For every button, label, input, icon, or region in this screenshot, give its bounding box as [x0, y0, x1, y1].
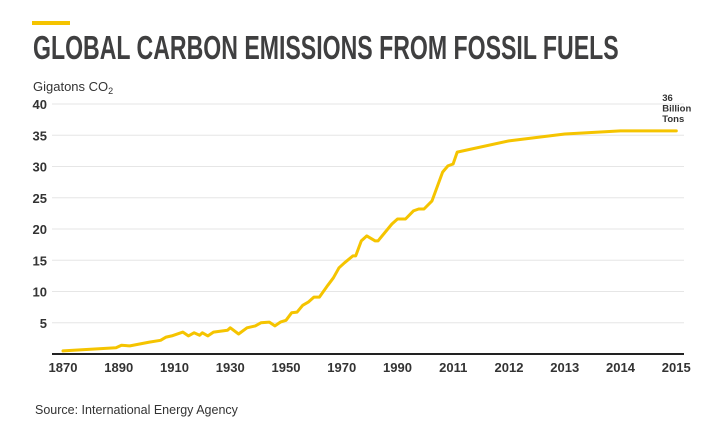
annotation-line: 36: [662, 93, 673, 104]
y-tick-label: 35: [33, 128, 47, 143]
chart-title: GLOBAL CARBON EMISSIONS FROM FOSSIL FUEL…: [33, 29, 619, 66]
y-tick-label: 5: [40, 316, 47, 331]
y-axis-ticks: 5 10 15 20 25 30 35 40: [33, 97, 47, 331]
y-tick-label: 30: [33, 160, 47, 175]
y-axis-label: Gigatons CO2: [33, 79, 113, 96]
annotation-line: Tons: [662, 114, 684, 125]
y-tick-label: 25: [33, 191, 47, 206]
series-line-emissions: [61, 129, 678, 353]
y-axis-label-subscript: 2: [108, 86, 114, 96]
x-tick-label: 1990: [383, 360, 412, 375]
y-tick-label: 15: [33, 253, 47, 268]
x-tick-label: 1930: [216, 360, 245, 375]
x-tick-label: 2013: [550, 360, 579, 375]
title-accent-bar: [32, 21, 70, 25]
gridlines: [52, 103, 684, 324]
x-tick-label: 1950: [272, 360, 301, 375]
y-tick-label: 40: [33, 97, 47, 112]
source-note: Source: International Energy Agency: [35, 403, 238, 417]
x-tick-label: 1890: [104, 360, 133, 375]
annotation-line: Billion: [662, 104, 691, 115]
y-axis-label-text: Gigatons CO: [33, 79, 109, 94]
x-tick-label: 2012: [495, 360, 524, 375]
x-tick-label: 1910: [160, 360, 189, 375]
series-points: [62, 130, 677, 351]
x-tick-label: 2015: [662, 360, 691, 375]
x-axis-ticks: 1870 1890 1910 1930 1950 1970 1990 2011 2012 2013…: [49, 360, 691, 375]
y-tick-label: 20: [33, 222, 47, 237]
y-tick-label: 10: [33, 285, 47, 300]
x-tick-label: 2014: [606, 360, 636, 375]
x-tick-label: 1970: [327, 360, 356, 375]
x-tick-label: 1870: [49, 360, 78, 375]
x-tick-label: 2011: [439, 360, 467, 375]
